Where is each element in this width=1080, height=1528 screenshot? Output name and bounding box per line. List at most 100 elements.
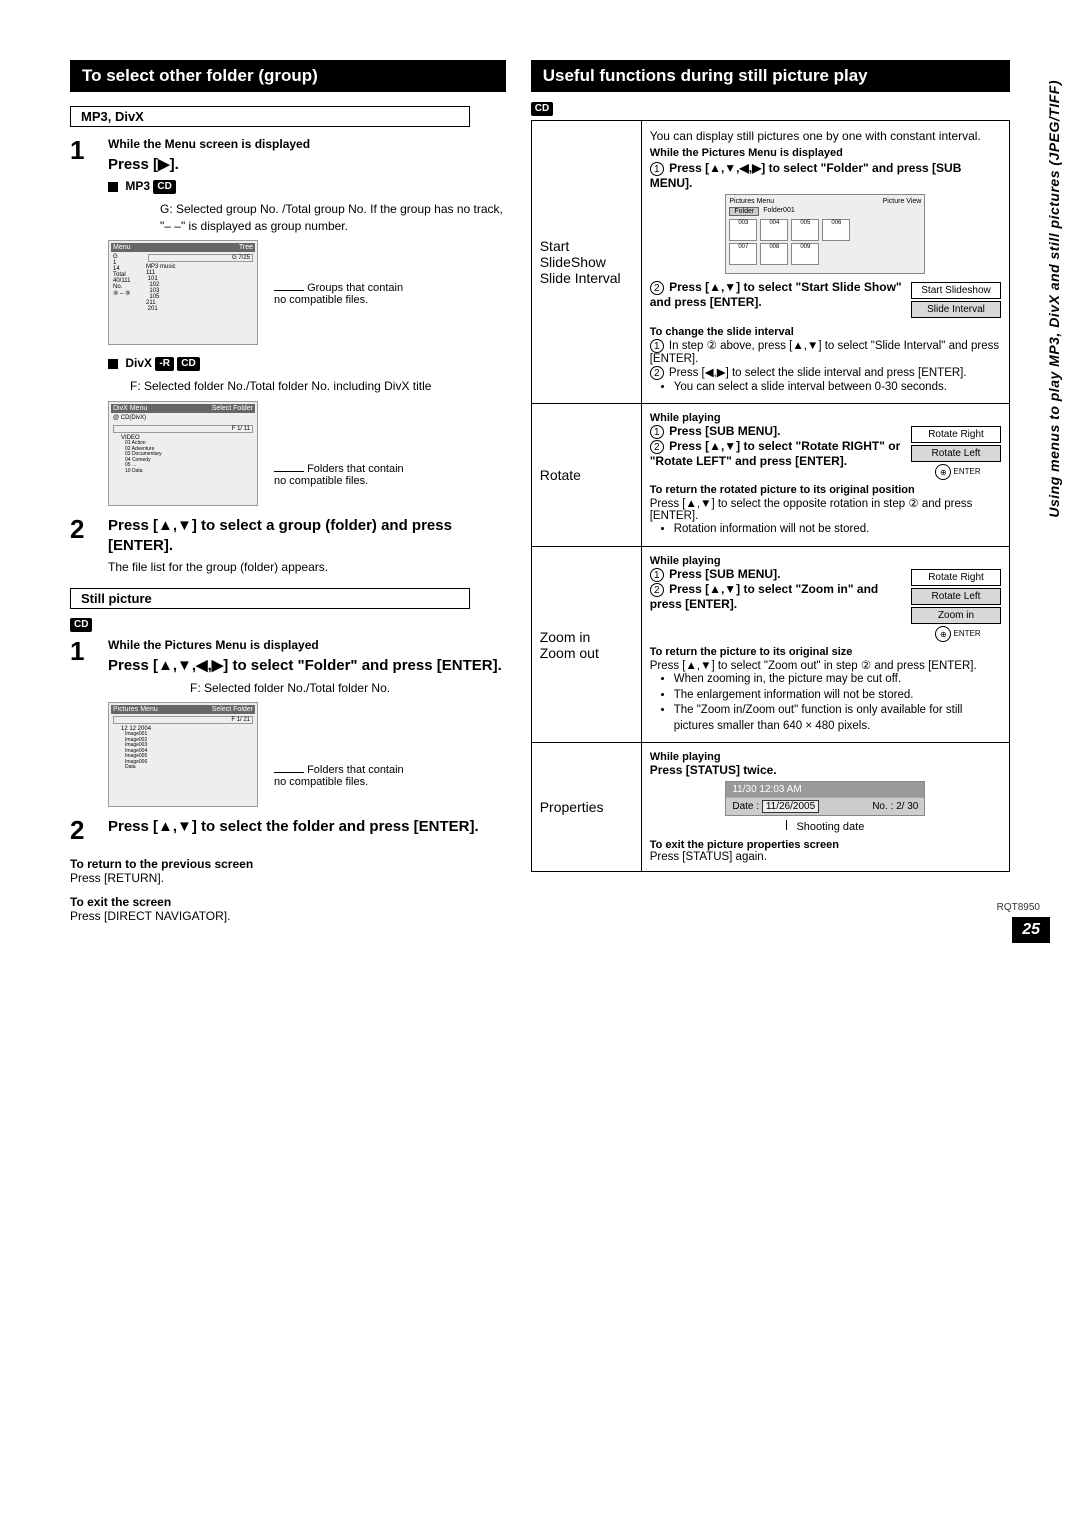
circled-1-icon: 1 (650, 425, 664, 439)
exit-text: Press [DIRECT NAVIGATOR]. (70, 909, 506, 923)
sp-step-2: 2 Press [▲,▼] to select the folder and p… (70, 817, 506, 843)
enter-icon: ⊕ (935, 626, 951, 642)
r-tag: -R (155, 357, 174, 371)
label-slide-interval: Slide Interval (540, 270, 621, 286)
step-number: 2 (70, 516, 100, 542)
left-column: To select other folder (group) MP3, DivX… (70, 60, 506, 923)
fig3-f: F 1/ 21 (113, 716, 253, 724)
zoom-mini-menu: Rotate Right Rotate Left Zoom in ⊕ ENTER (911, 567, 1001, 642)
circled-1-icon: 1 (650, 162, 664, 176)
label-zoom-in: Zoom in (540, 629, 591, 645)
exit-label: To exit the screen (70, 895, 506, 909)
mp3-subhead: MP3 CD (108, 178, 506, 195)
step-number: 2 (70, 817, 100, 843)
return-label: To return to the previous screen (70, 857, 506, 871)
slideshow-step2: Press [▲,▼] to select "Start Slide Show"… (650, 280, 902, 309)
enter-icon: ⊕ (935, 464, 951, 480)
menu-rotate-left: Rotate Left (911, 445, 1001, 462)
cd-tag: CD (531, 102, 553, 116)
zoom-note1: When zooming in, the picture may be cut … (674, 672, 1001, 688)
figure-1-menu: Menu Tree G114 Total 40/111 No.⑧ – ⑨ G 7… (108, 240, 258, 345)
zoom-content: While playing Rotate Right Rotate Left Z… (641, 546, 1009, 742)
slideshow-label-cell: Start SlideShow Slide Interval (531, 120, 641, 404)
square-bullet-icon (108, 359, 118, 369)
side-tab-label: Using menus to play MP3, DivX and still … (1046, 80, 1062, 518)
fig-no: No. (113, 284, 122, 290)
cd-tag: CD (177, 357, 199, 371)
enter-label: ENTER (954, 629, 981, 638)
divx-subhead: DivX -R CD (108, 355, 506, 372)
circled-2-icon: 2 (650, 366, 664, 380)
zoom-step1: Press [SUB MENU]. (669, 567, 780, 581)
properties-label-cell: Properties (531, 743, 641, 872)
row-rotate: Rotate While playing Rotate Right Rotate… (531, 404, 1009, 547)
cd-tag: CD (70, 618, 92, 632)
slideshow-notes: You can select a slide interval between … (660, 380, 1001, 396)
footer-code: RQT8950 (997, 902, 1040, 913)
slideshow-intro: You can display still pictures one by on… (650, 129, 1001, 143)
right-column: Useful functions during still picture pl… (531, 60, 1010, 923)
divx-label: DivX (125, 356, 152, 370)
fig-pic-view: Picture View (883, 198, 922, 205)
props-exit-text: Press [STATUS] again. (650, 851, 1001, 863)
zoom-return-text: Press [▲,▼] to select "Zoom out" in step… (650, 658, 1001, 672)
g-description: G: Selected group No. /Total group No. I… (160, 201, 506, 235)
return-text: Press [RETURN]. (70, 871, 506, 885)
mp3-step-2: 2 Press [▲,▼] to select a group (folder)… (70, 516, 506, 555)
page-columns: To select other folder (group) MP3, DivX… (70, 60, 1010, 923)
figure-1-caption: Groups that contain no compatible files. (274, 240, 404, 345)
right-header: Useful functions during still picture pl… (531, 60, 1010, 92)
fig-time: 11/30 12:03 AM (726, 782, 924, 797)
enter-label: ENTER (954, 468, 981, 477)
fig-no-label: No. : (872, 801, 893, 812)
zoom-note3: The "Zoom in/Zoom out" function is only … (674, 703, 1001, 734)
fig2-title: DivX Menu (113, 405, 147, 412)
circled-1-icon: 1 (650, 339, 664, 353)
fig-g-count: G 7/25 (148, 254, 253, 262)
menu-rotate-left: Rotate Left (911, 588, 1001, 605)
square-bullet-icon (108, 182, 118, 192)
label-start-slideshow: Start SlideShow (540, 238, 606, 270)
label-still-picture: Still picture (70, 588, 470, 609)
props-exit-label: To exit the picture properties screen (650, 839, 1001, 851)
fig-pic-menu: Pictures Menu (729, 198, 774, 205)
step-number: 1 (70, 638, 100, 664)
change-step1: In step ② above, press [▲,▼] to select "… (650, 340, 999, 365)
menu-rotate-right: Rotate Right (911, 426, 1001, 443)
fig3-title: Pictures Menu (113, 706, 158, 713)
fig-menu-title: Menu (113, 244, 131, 251)
menu-rotate-right: Rotate Right (911, 569, 1001, 586)
mp3-label: MP3 (125, 179, 150, 193)
left-header: To select other folder (group) (70, 60, 506, 92)
step-text: Press [▲,▼] to select the folder and pre… (108, 817, 506, 837)
fig2-caption-text: Folders that contain no compatible files… (274, 463, 404, 487)
menu-zoom-in: Zoom in (911, 607, 1001, 624)
sp-f-desc: F: Selected folder No./Total folder No. (190, 680, 506, 697)
fig-total: Total 40/111 (113, 272, 130, 284)
change-step2: Press [◀,▶] to select the slide interval… (669, 367, 967, 379)
fig-folder001: Folder001 (763, 207, 795, 216)
rotate-mini-menu: Rotate Right Rotate Left ⊕ ENTER (911, 424, 1001, 480)
fig-date-label: Date : (732, 801, 759, 812)
functions-table: Start SlideShow Slide Interval You can d… (531, 120, 1010, 872)
fig1-caption-text: Groups that contain no compatible files. (274, 282, 403, 306)
rotate-note: Rotation information will not be stored. (674, 522, 1001, 538)
slideshow-context: While the Pictures Menu is displayed (650, 147, 1001, 159)
menu-start-slideshow: Start Slideshow (911, 282, 1001, 299)
row-properties: Properties While playing Press [STATUS] … (531, 743, 1009, 872)
slideshow-step1: Press [▲,▼,◀,▶] to select "Folder" and p… (650, 161, 962, 190)
circled-2-icon: 2 (650, 583, 664, 597)
properties-content: While playing Press [STATUS] twice. 11/3… (641, 743, 1009, 872)
fig3-select: Select Folder (212, 706, 253, 713)
step2-desc: The file list for the group (folder) app… (108, 559, 506, 576)
zoom-return-label: To return the picture to its original si… (650, 646, 1001, 658)
return-block: To return to the previous screen Press [… (70, 857, 506, 885)
right-cd-tag-row: CD (531, 100, 1010, 116)
f-description: F: Selected folder No./Total folder No. … (130, 378, 506, 395)
label-zoom-out: Zoom out (540, 645, 599, 661)
circled-1-icon: 1 (650, 568, 664, 582)
figure-1-block: Menu Tree G114 Total 40/111 No.⑧ – ⑨ G 7… (108, 240, 506, 345)
props-context: While playing (650, 751, 1001, 763)
figure-3-block: Pictures Menu Select Folder F 1/ 21 12 1… (108, 702, 506, 807)
fig3-caption-text: Folders that contain no compatible files… (274, 764, 404, 788)
